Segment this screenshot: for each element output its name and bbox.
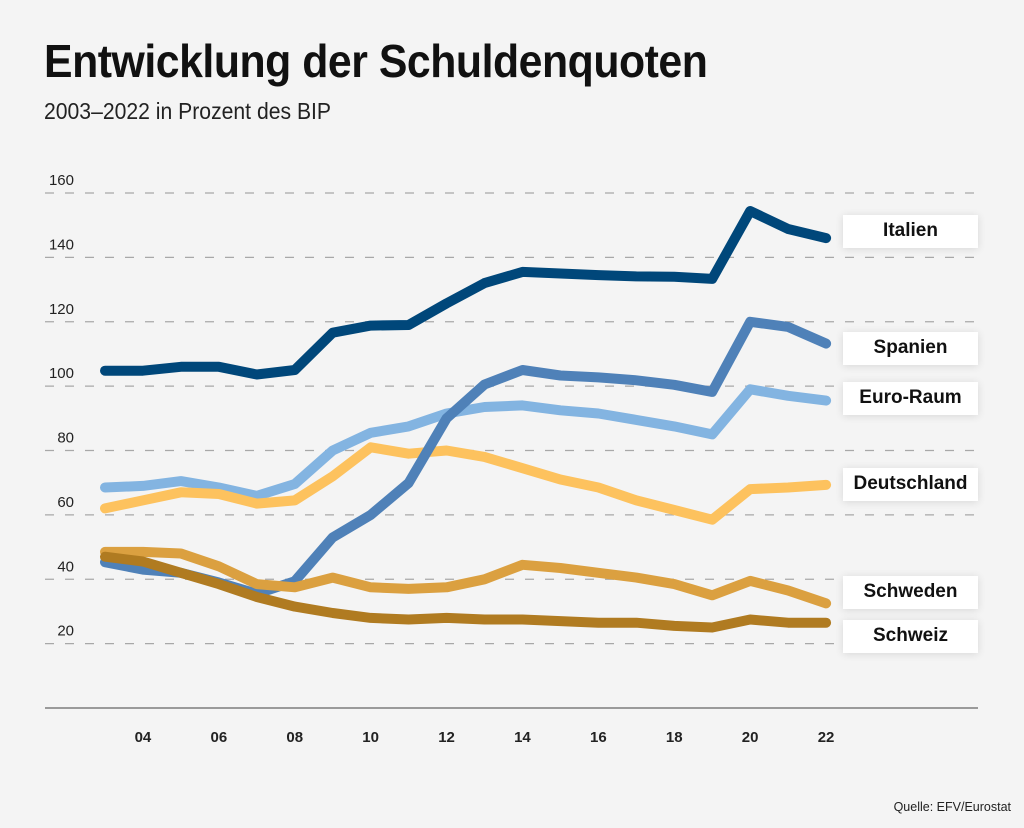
- y-tick-label: 60: [57, 494, 74, 511]
- series-label-schweden: Schweden: [843, 575, 978, 609]
- x-tick-label: 06: [211, 729, 228, 746]
- x-tick-label: 10: [362, 729, 379, 746]
- series-line-deutschland: [100, 442, 832, 525]
- x-tick-label: 14: [514, 729, 531, 746]
- y-tick-label: 120: [49, 301, 74, 318]
- series-line-schweiz: [100, 551, 832, 633]
- x-tick-label: 18: [666, 729, 683, 746]
- series-lines: [100, 206, 832, 633]
- series-line-schweden: [100, 546, 832, 609]
- series-label-spanien: Spanien: [843, 331, 978, 365]
- y-axis-ticks: 160 140 120 100 80 60 40 20: [49, 172, 74, 640]
- series-label-euro-raum: Euro-Raum: [843, 381, 978, 415]
- x-axis-ticks: 04 06 08 10 12 14 16 18 20 22: [135, 729, 835, 746]
- x-tick-label: 20: [742, 729, 759, 746]
- y-tick-label: 140: [49, 236, 74, 253]
- y-tick-label: 20: [57, 623, 74, 640]
- x-tick-label: 12: [438, 729, 455, 746]
- y-tick-label: 40: [57, 558, 74, 575]
- gridlines: [45, 192, 978, 645]
- x-tick-label: 04: [135, 729, 152, 746]
- source-note: Quelle: EFV/Eurostat: [893, 800, 1011, 814]
- x-tick-label: 16: [590, 729, 607, 746]
- chart-title: Entwicklung der Schuldenquoten: [44, 35, 708, 87]
- series-line-italien: [100, 206, 832, 380]
- x-tick-label: 08: [286, 729, 303, 746]
- series-label-deutschland: Deutschland: [843, 467, 978, 501]
- series-label-schweiz: Schweiz: [843, 619, 978, 653]
- y-tick-label: 160: [49, 172, 74, 189]
- x-tick-label: 22: [818, 729, 835, 746]
- y-tick-label: 80: [57, 430, 74, 447]
- series-label-italien: Italien: [843, 214, 978, 248]
- chart-subtitle: 2003–2022 in Prozent des BIP: [44, 98, 332, 124]
- series-line-euro-raum: [100, 384, 832, 501]
- y-tick-label: 100: [49, 365, 74, 382]
